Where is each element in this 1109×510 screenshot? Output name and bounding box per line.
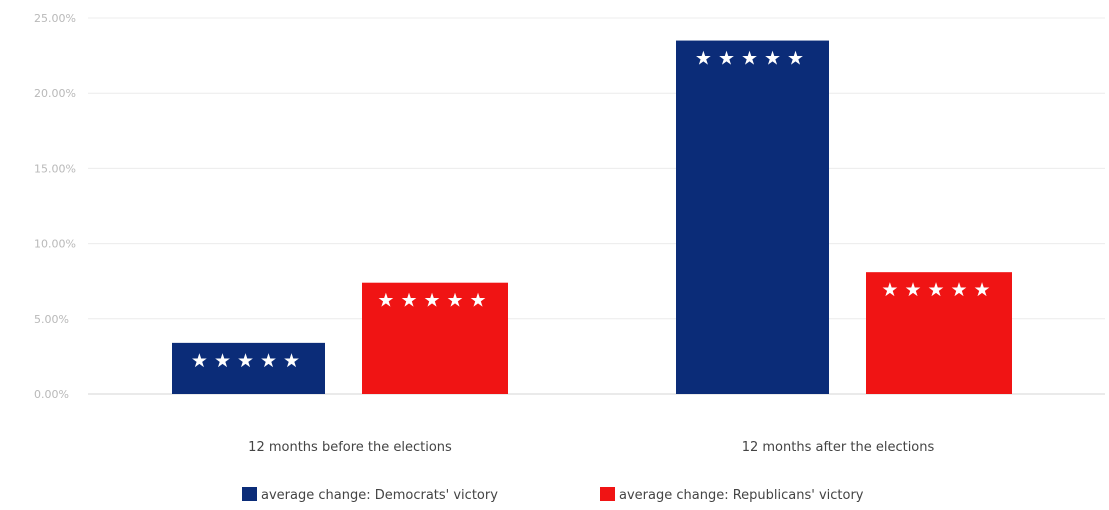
bar-stars: ★★★★★: [695, 48, 810, 70]
y-tick-label: 25.00%: [34, 12, 76, 25]
y-tick-label: 15.00%: [34, 162, 76, 175]
bar-stars: ★★★★★: [377, 290, 492, 312]
bar-democrats-after: [676, 40, 829, 395]
legend: average change: Democrats' victory averag…: [242, 487, 864, 503]
legend-swatch: [600, 487, 615, 501]
y-tick-label: 0.00%: [34, 388, 69, 401]
x-axis: 12 months before the elections 12 months …: [248, 440, 934, 455]
legend-label: average change: Republicans' victory: [619, 488, 864, 503]
x-category-label: 12 months before the elections: [248, 440, 452, 455]
x-category-label: 12 months after the elections: [742, 440, 935, 455]
bar-democrats-before: [172, 342, 325, 394]
legend-label: average change: Democrats' victory: [261, 488, 498, 503]
bar-stars: ★★★★★: [191, 350, 306, 372]
legend-swatch: [242, 487, 257, 501]
bar-stars: ★★★★★: [881, 279, 996, 301]
y-axis: 0.00% 5.00% 10.00% 15.00% 20.00% 25.00%: [34, 12, 76, 401]
bar-republicans-before: [362, 282, 508, 394]
y-tick-label: 20.00%: [34, 87, 76, 100]
y-tick-label: 10.00%: [34, 238, 76, 251]
y-tick-label: 5.00%: [34, 313, 69, 326]
bar-republicans-after: [866, 272, 1012, 394]
bars: ★★★★★ ★★★★★ ★★★★★ ★★★★★: [172, 40, 1012, 395]
